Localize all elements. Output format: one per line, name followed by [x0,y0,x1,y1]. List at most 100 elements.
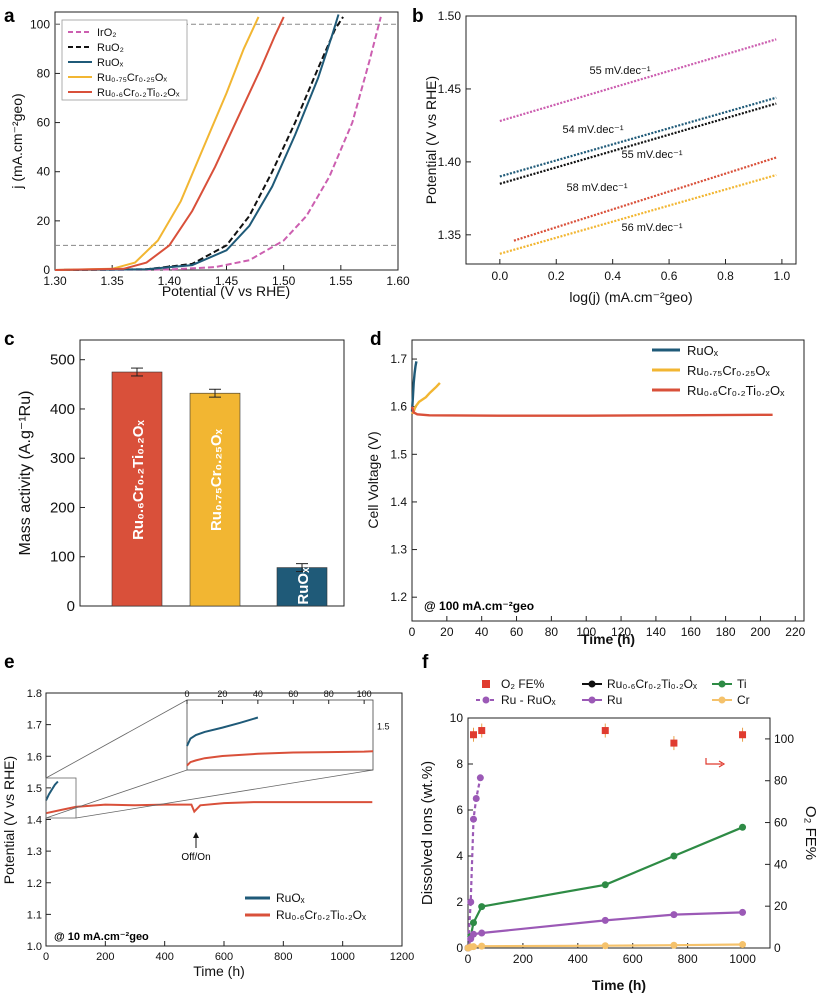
panel-b-fit-line-ruo2 [499,102,777,185]
panel-e-xlabel: Time (h) [193,963,245,979]
panel-e-offon-arrowhead [193,832,199,838]
panel-b-ytick-label: 1.45 [438,82,462,96]
panel-a-legend-label-rucrti: Ru₀.₆Cr₀.₂Ti₀.₂Oₓ [97,87,180,99]
panel-a-ytick-label: 0 [43,263,50,277]
panel-f-fe-point [601,727,609,735]
panel-f-legend-marker-4 [718,680,726,688]
panel-c-ytick-label: 100 [50,549,75,566]
panel-c-ytick-label: 400 [50,401,75,418]
panel-a: a 1.30 1.35 1.40 1.45 1.50 1.55 1.60 0 20 40 60 80 1… [4,6,410,299]
panel-f-point-ru [739,908,747,916]
panel-e-legend-label-rucrti: Ru₀.₆Cr₀.₂Ti₀.₂Oₓ [276,908,366,922]
panel-a-legend-label-ruox: RuOₓ [97,57,124,69]
panel-f-fe-point [478,727,486,735]
panel-d-annotation: @ 100 mA.cm⁻²geo [424,599,534,613]
panel-e-ytick-label: 1.2 [27,878,42,890]
panel-b-label: b [412,6,424,27]
panel-d-xtick-label: 220 [785,625,805,639]
panel-f-point-ru [476,774,484,782]
panel-f-point-ti [739,823,747,831]
panel-d-ytick-label: 1.4 [390,495,407,509]
panel-e-ytick-label: 1.7 [27,720,42,732]
panel-f-legend-marker-5 [718,696,726,704]
panel-f-xtick-label: 0 [465,952,472,966]
panel-b-ytick-label: 1.40 [438,155,462,169]
panel-a-legend-label-ruo2: RuO₂ [97,42,124,54]
panel-d-series-ruox [410,361,418,412]
panel-e-inset-xtick-label: 100 [357,689,372,699]
panel-f-legend-label-4: Ti [737,677,747,691]
panel-f-right-axis-arrow [705,758,722,765]
panel-f-point-ti [670,852,678,860]
panel-d-ytick-label: 1.2 [390,590,407,604]
panel-f-xtick-label: 1000 [729,952,756,966]
panel-d-ylabel: Cell Voltage (V) [365,431,381,528]
panel-d: d 0 20 40 60 80 100 120 140 160 180 200 220 1.2 1.3 1.… [365,329,806,647]
panel-d-series-rucrti [410,406,773,417]
panel-f-right-axis-arrowhead [718,760,726,768]
panel-e-xtick-label: 800 [274,951,292,963]
panel-c-ylabel: Mass activity (A.g⁻¹Ru) [17,391,34,556]
panel-d-legend-label-rucr: Ru₀.₇₅Cr₀.₂₅Oₓ [687,363,770,378]
panel-d-ytick-label: 1.5 [390,447,407,461]
panel-d-xtick-label: 120 [611,625,631,639]
panel-b-slope-label-rucrti: 58 mV.dec⁻¹ [566,182,627,194]
panel-d-ytick-label: 1.3 [390,543,407,557]
panel-a-ylabel: j (mA.cm⁻²geo) [9,93,25,189]
panel-f-legend-label-2: Ru₀.₆Cr₀.₂Ti₀.₂Oₓ [607,677,697,691]
panel-c-ytick-label: 300 [50,450,75,467]
panel-e-ytick-label: 1.4 [27,815,42,827]
panel-f-point-cr [670,941,678,949]
panel-a-xlabel: Potential (V vs RHE) [162,283,290,299]
panel-c-ytick-label: 0 [67,598,75,615]
panel-f-legend-marker-2 [588,680,596,688]
panel-e-series-rucrti [45,801,373,815]
panel-a-series-iro2 [54,16,382,271]
panel-f-label: f [422,652,429,673]
panel-e-inset-xtick-label: 80 [324,689,334,699]
panel-f-y2tick-label: 40 [774,857,788,871]
panel-c-bar-label-rucr: Ru₀.₇₅Cr₀.₂₅Oₓ [208,428,225,531]
panel-f-legend-label-1: Ru - RuOₓ [501,693,556,707]
panel-c-bar-label-ruox: RuOₓ [295,567,312,605]
panel-d-ytick-label: 1.7 [390,352,407,366]
panel-e-ytick-label: 1.8 [27,688,42,700]
panel-f-point-cr [601,942,609,950]
panel-f-point-ru [467,898,475,906]
panel-e-inset-xtick-label: 60 [288,689,298,699]
panel-a-label: a [4,6,15,27]
panel-e-ytick-label: 1.3 [27,846,42,858]
panel-e-annotation: @ 10 mA.cm⁻²geo [54,931,149,943]
panel-b-xtick-label: 0.0 [492,269,509,283]
panel-f-xlabel: Time (h) [592,977,646,993]
panel-b-slope-label-iro2: 55 mV.dec⁻¹ [589,65,650,77]
panel-a-series-ruox [54,14,340,271]
panel-e-zoom-box [45,777,77,819]
panel-b-slope-label-ruox: 54 mV.dec⁻¹ [562,124,623,136]
panel-e-zoom-line-2 [45,769,188,819]
panel-b-ylabel: Potential (V vs RHE) [423,76,439,204]
panel-a-ytick-label: 100 [30,17,50,31]
panel-f-xtick-label: 600 [623,952,643,966]
panel-d-legend-label-ruox: RuOₓ [687,343,719,358]
panel-f-point-cr [469,943,477,951]
panel-f-ytick-label: 2 [456,895,463,909]
panel-b: b 0.0 0.2 0.4 0.6 0.8 1.0 1.35 1.40 1.45 1.50 55 … [412,6,797,305]
panel-f-point-cr [478,942,486,950]
panel-b-fit-line-ruox [499,96,777,178]
panel-e-inset-series-rucrti [186,750,374,767]
panel-b-xlabel: log(j) (mA.cm⁻²geo) [569,289,692,305]
panel-b-fit-line-rucr [499,173,777,255]
panel-e-series-ruox [45,780,59,801]
panel-e-inset-xtick-label: 20 [217,689,227,699]
panel-f-ytick-label: 8 [456,757,463,771]
panel-d-frame [411,339,805,622]
panel-d-ytick-label: 1.6 [390,400,407,414]
panel-f-y2tick-label: 20 [774,899,788,913]
panel-b-slope-label-rucr: 56 mV.dec⁻¹ [621,222,682,234]
panel-e-ytick-label: 1.1 [27,909,42,921]
panel-f-ytick-label: 6 [456,803,463,817]
panel-e: e 0 200 400 600 800 1000 12001.01.11.21.31.41.… [1,652,414,979]
